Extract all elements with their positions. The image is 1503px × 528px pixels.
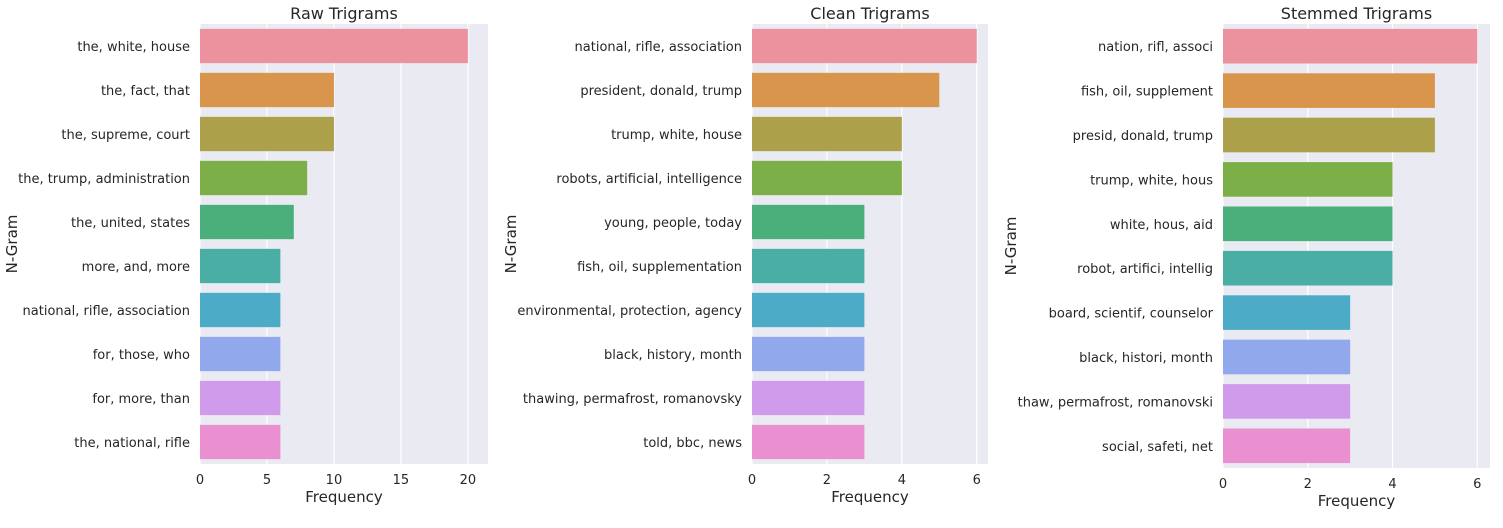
bar xyxy=(200,160,308,196)
bar xyxy=(200,116,334,152)
x-tick-label: 2 xyxy=(823,473,831,488)
x-axis-label: Frequency xyxy=(831,488,909,506)
bar xyxy=(1223,73,1435,108)
bar xyxy=(1223,206,1393,242)
bar xyxy=(752,160,902,196)
category-label: robot, artifici, intellig xyxy=(1077,262,1213,277)
category-label: the, united, states xyxy=(71,216,190,231)
category-label: the, fact, that xyxy=(101,84,190,99)
x-axis-label: Frequency xyxy=(1318,492,1396,510)
category-label: the, supreme, court xyxy=(61,128,190,143)
x-tick-label: 20 xyxy=(460,473,477,488)
category-label: social, safeti, net xyxy=(1102,440,1213,455)
bar xyxy=(200,28,468,64)
category-label: the, white, house xyxy=(77,40,190,55)
chart-panel-1: the, white, house the, fact, that the, sup… xyxy=(3,4,488,506)
bar xyxy=(200,292,281,328)
bar xyxy=(752,292,865,328)
bar xyxy=(752,72,940,108)
category-label: fish, oil, supplementation xyxy=(577,260,742,275)
category-label: white, hous, aid xyxy=(1110,218,1213,233)
x-tick-label: 2 xyxy=(1304,477,1312,492)
bar xyxy=(752,116,902,152)
x-tick-label: 0 xyxy=(196,473,204,488)
category-label: black, histori, month xyxy=(1079,351,1213,366)
bar xyxy=(752,28,977,64)
bar xyxy=(1223,428,1351,464)
bar xyxy=(752,424,865,460)
bar xyxy=(752,248,865,284)
chart-title: Raw Trigrams xyxy=(290,4,398,23)
category-label: presid, donald, trump xyxy=(1073,129,1213,144)
chart-title: Clean Trigrams xyxy=(810,4,929,23)
x-tick-label: 0 xyxy=(1219,477,1227,492)
category-label: national, rifle, association xyxy=(575,40,742,55)
category-label: president, donald, trump xyxy=(580,84,742,99)
category-label: black, history, month xyxy=(604,348,742,363)
bar xyxy=(200,380,281,416)
x-tick-label: 6 xyxy=(973,473,981,488)
category-label: nation, rifl, associ xyxy=(1098,40,1213,55)
bar xyxy=(752,204,865,240)
category-label: fish, oil, supplement xyxy=(1081,85,1213,100)
bar xyxy=(1223,117,1435,153)
category-label: for, those, who xyxy=(93,348,190,363)
bar xyxy=(1223,250,1393,286)
category-label: told, bbc, news xyxy=(643,436,742,451)
category-label: environmental, protection, agency xyxy=(517,304,742,319)
x-tick-label: 15 xyxy=(393,473,410,488)
x-tick-label: 10 xyxy=(326,473,343,488)
category-label: thawing, permafrost, romanovsky xyxy=(523,392,742,407)
bar xyxy=(200,424,281,460)
x-tick-label: 4 xyxy=(898,473,906,488)
bar xyxy=(752,336,865,372)
bar xyxy=(200,336,281,372)
category-label: thaw, permafrost, romanovski xyxy=(1018,395,1213,410)
bar xyxy=(1223,162,1393,197)
y-axis-label: N-Gram xyxy=(1002,217,1020,276)
chart-title: Stemmed Trigrams xyxy=(1281,4,1432,23)
x-axis-label: Frequency xyxy=(305,488,383,506)
category-label: the, trump, administration xyxy=(18,172,190,187)
y-axis-label: N-Gram xyxy=(502,215,520,274)
bar xyxy=(1223,28,1478,64)
x-tick-label: 0 xyxy=(748,473,756,488)
category-label: national, rifle, association xyxy=(23,304,190,319)
category-label: robots, artificial, intelligence xyxy=(556,172,742,187)
bar xyxy=(200,248,281,284)
bar xyxy=(1223,339,1351,375)
x-tick-label: 6 xyxy=(1473,477,1481,492)
bar xyxy=(1223,384,1351,419)
category-label: trump, white, hous xyxy=(1090,173,1213,188)
chart-panel-2: national, rifle, association president, d… xyxy=(502,4,988,506)
category-label: board, scientif, counselor xyxy=(1049,307,1214,322)
category-label: more, and, more xyxy=(82,260,190,275)
y-axis-label: N-Gram xyxy=(3,215,21,274)
chart-panel-3: nation, rifl, associ fish, oil, supplemen… xyxy=(1002,4,1490,510)
bar xyxy=(200,204,294,240)
bar xyxy=(200,72,334,108)
category-label: for, more, than xyxy=(92,392,190,407)
category-label: the, national, rifle xyxy=(74,436,190,451)
category-label: trump, white, house xyxy=(611,128,742,143)
x-tick-label: 4 xyxy=(1388,477,1396,492)
bar xyxy=(752,380,865,416)
category-label: young, people, today xyxy=(604,216,742,231)
x-tick-label: 5 xyxy=(263,473,271,488)
bar xyxy=(1223,295,1351,330)
